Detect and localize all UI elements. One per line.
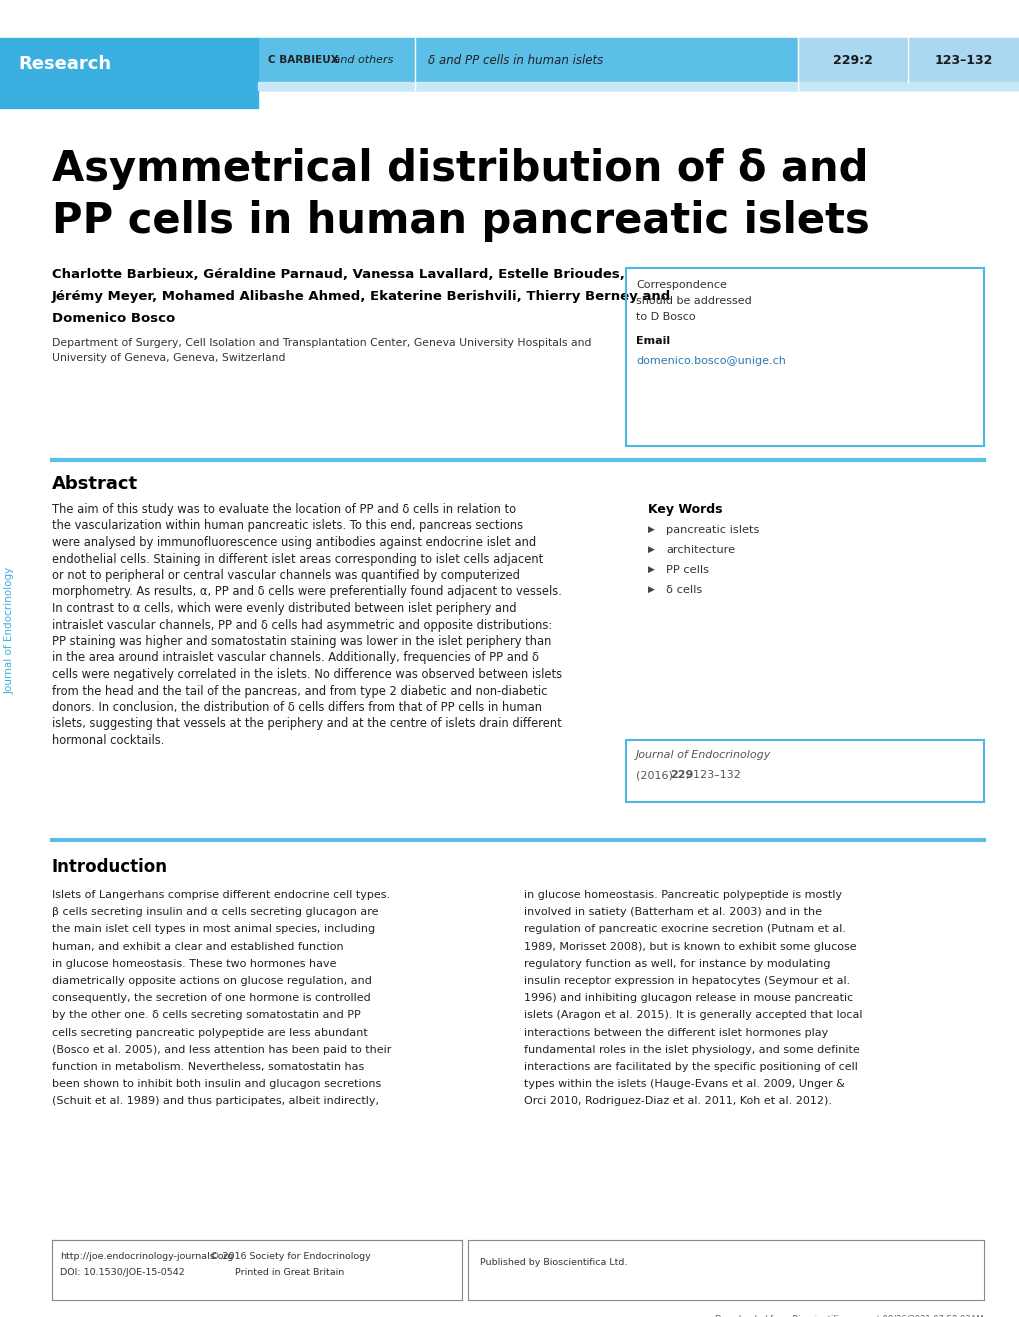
Text: by the other one. δ cells secreting somatostatin and PP: by the other one. δ cells secreting soma… bbox=[52, 1010, 361, 1021]
Text: Email: Email bbox=[636, 336, 669, 346]
Text: islets, suggesting that vessels at the periphery and at the centre of islets dra: islets, suggesting that vessels at the p… bbox=[52, 718, 561, 731]
Text: cells secreting pancreatic polypeptide are less abundant: cells secreting pancreatic polypeptide a… bbox=[52, 1027, 368, 1038]
Text: Charlotte Barbieux, Géraldine Parnaud, Vanessa Lavallard, Estelle Brioudes,: Charlotte Barbieux, Géraldine Parnaud, V… bbox=[52, 267, 625, 281]
Text: regulation of pancreatic exocrine secretion (Putnam et al.: regulation of pancreatic exocrine secret… bbox=[524, 925, 845, 934]
Text: ▶: ▶ bbox=[647, 525, 654, 533]
Text: been shown to inhibit both insulin and glucagon secretions: been shown to inhibit both insulin and g… bbox=[52, 1079, 381, 1089]
Text: (2016): (2016) bbox=[636, 770, 676, 780]
Text: interactions are facilitated by the specific positioning of cell: interactions are facilitated by the spec… bbox=[524, 1062, 857, 1072]
Text: pancreatic islets: pancreatic islets bbox=[665, 525, 758, 535]
Text: Printed in Great Britain: Printed in Great Britain bbox=[235, 1268, 344, 1277]
Text: the vascularization within human pancreatic islets. To this end, pancreas sectio: the vascularization within human pancrea… bbox=[52, 519, 523, 532]
Text: involved in satiety (Batterham et al. 2003) and in the: involved in satiety (Batterham et al. 20… bbox=[524, 907, 821, 917]
Text: Downloaded from Bioscientifica.com at 08/26/2021 07:58:03AM: Downloaded from Bioscientifica.com at 08… bbox=[714, 1314, 983, 1317]
Bar bbox=[258, 38, 797, 90]
Text: regulatory function as well, for instance by modulating: regulatory function as well, for instanc… bbox=[524, 959, 829, 969]
Text: Abstract: Abstract bbox=[52, 475, 138, 493]
Text: Orci 2010, Rodriguez-Diaz et al. 2011, Koh et al. 2012).: Orci 2010, Rodriguez-Diaz et al. 2011, K… bbox=[524, 1096, 832, 1106]
Text: C BARBIEUX: C BARBIEUX bbox=[268, 55, 338, 65]
Text: (Bosco et al. 2005), and less attention has been paid to their: (Bosco et al. 2005), and less attention … bbox=[52, 1044, 391, 1055]
Text: Research: Research bbox=[18, 55, 111, 72]
Text: domenico.bosco@unige.ch: domenico.bosco@unige.ch bbox=[636, 356, 785, 366]
Text: Asymmetrical distribution of δ and: Asymmetrical distribution of δ and bbox=[52, 148, 867, 190]
Text: intraislet vascular channels, PP and δ cells had asymmetric and opposite distrib: intraislet vascular channels, PP and δ c… bbox=[52, 619, 551, 631]
Text: Introduction: Introduction bbox=[52, 857, 168, 876]
Text: the main islet cell types in most animal species, including: the main islet cell types in most animal… bbox=[52, 925, 375, 934]
Text: β cells secreting insulin and α cells secreting glucagon are: β cells secreting insulin and α cells se… bbox=[52, 907, 378, 917]
Bar bbox=[258, 82, 1019, 90]
Text: interactions between the different islet hormones play: interactions between the different islet… bbox=[524, 1027, 827, 1038]
Text: ▶: ▶ bbox=[647, 565, 654, 574]
Text: © 2016 Society for Endocrinology: © 2016 Society for Endocrinology bbox=[210, 1252, 370, 1260]
Text: Journal of Endocrinology: Journal of Endocrinology bbox=[5, 566, 15, 694]
Bar bbox=[626, 267, 983, 446]
Text: hormonal cocktails.: hormonal cocktails. bbox=[52, 734, 164, 747]
Text: consequently, the secretion of one hormone is controlled: consequently, the secretion of one hormo… bbox=[52, 993, 370, 1004]
Text: were analysed by immunofluorescence using antibodies against endocrine islet and: were analysed by immunofluorescence usin… bbox=[52, 536, 536, 549]
Bar bbox=[0, 38, 258, 90]
Text: 1996) and inhibiting glucagon release in mouse pancreatic: 1996) and inhibiting glucagon release in… bbox=[524, 993, 853, 1004]
Text: 229:2: 229:2 bbox=[833, 54, 872, 66]
Bar bbox=[626, 740, 983, 802]
Text: PP cells in human pancreatic islets: PP cells in human pancreatic islets bbox=[52, 200, 869, 242]
Text: architecture: architecture bbox=[665, 545, 735, 554]
Text: from the head and the tail of the pancreas, and from type 2 diabetic and non-dia: from the head and the tail of the pancre… bbox=[52, 685, 547, 698]
Text: 1989, Morisset 2008), but is known to exhibit some glucose: 1989, Morisset 2008), but is known to ex… bbox=[524, 942, 856, 952]
Text: should be addressed: should be addressed bbox=[636, 296, 751, 306]
Bar bbox=[0, 90, 258, 108]
Text: fundamental roles in the islet physiology, and some definite: fundamental roles in the islet physiolog… bbox=[524, 1044, 859, 1055]
Text: Key Words: Key Words bbox=[647, 503, 721, 516]
Text: Journal of Endocrinology: Journal of Endocrinology bbox=[636, 749, 770, 760]
Bar bbox=[797, 38, 907, 90]
Text: in glucose homeostasis. Pancreatic polypeptide is mostly: in glucose homeostasis. Pancreatic polyp… bbox=[524, 890, 842, 900]
Text: and others: and others bbox=[330, 55, 393, 65]
Text: or not to peripheral or central vascular channels was quantified by computerized: or not to peripheral or central vascular… bbox=[52, 569, 520, 582]
Text: diametrically opposite actions on glucose regulation, and: diametrically opposite actions on glucos… bbox=[52, 976, 372, 986]
Text: , 123–132: , 123–132 bbox=[686, 770, 740, 780]
Text: PP staining was higher and somatostatin staining was lower in the islet peripher: PP staining was higher and somatostatin … bbox=[52, 635, 551, 648]
Text: types within the islets (Hauge-Evans et al. 2009, Unger &: types within the islets (Hauge-Evans et … bbox=[524, 1079, 844, 1089]
Text: in glucose homeostasis. These two hormones have: in glucose homeostasis. These two hormon… bbox=[52, 959, 336, 969]
Text: ▶: ▶ bbox=[647, 585, 654, 594]
Text: Domenico Bosco: Domenico Bosco bbox=[52, 312, 175, 325]
Text: cells were negatively correlated in the islets. No difference was observed betwe: cells were negatively correlated in the … bbox=[52, 668, 561, 681]
Text: Published by Bioscientifica Ltd.: Published by Bioscientifica Ltd. bbox=[480, 1258, 627, 1267]
Text: ▶: ▶ bbox=[647, 545, 654, 554]
Text: donors. In conclusion, the distribution of δ cells differs from that of PP cells: donors. In conclusion, the distribution … bbox=[52, 701, 541, 714]
Text: PP cells: PP cells bbox=[665, 565, 708, 576]
Text: DOI: 10.1530/JOE-15-0542: DOI: 10.1530/JOE-15-0542 bbox=[60, 1268, 184, 1277]
Text: 229: 229 bbox=[669, 770, 693, 780]
Text: University of Geneva, Geneva, Switzerland: University of Geneva, Geneva, Switzerlan… bbox=[52, 353, 285, 363]
Text: Department of Surgery, Cell Isolation and Transplantation Center, Geneva Univers: Department of Surgery, Cell Isolation an… bbox=[52, 338, 591, 348]
Text: morphometry. As results, α, PP and δ cells were preferentially found adjacent to: morphometry. As results, α, PP and δ cel… bbox=[52, 586, 561, 598]
Text: function in metabolism. Nevertheless, somatostatin has: function in metabolism. Nevertheless, so… bbox=[52, 1062, 364, 1072]
Text: endothelial cells. Staining in different islet areas corresponding to islet cell: endothelial cells. Staining in different… bbox=[52, 553, 543, 565]
Text: The aim of this study was to evaluate the location of PP and δ cells in relation: The aim of this study was to evaluate th… bbox=[52, 503, 516, 516]
Text: human, and exhibit a clear and established function: human, and exhibit a clear and establish… bbox=[52, 942, 343, 952]
Text: islets (Aragon et al. 2015). It is generally accepted that local: islets (Aragon et al. 2015). It is gener… bbox=[524, 1010, 862, 1021]
Text: Jérémy Meyer, Mohamed Alibashe Ahmed, Ekaterine Berishvili, Thierry Berney and: Jérémy Meyer, Mohamed Alibashe Ahmed, Ek… bbox=[52, 290, 671, 303]
Text: to D Bosco: to D Bosco bbox=[636, 312, 695, 321]
Text: in the area around intraislet vascular channels. Additionally, frequencies of PP: in the area around intraislet vascular c… bbox=[52, 652, 538, 665]
Text: Correspondence: Correspondence bbox=[636, 281, 727, 290]
Text: (Schuit et al. 1989) and thus participates, albeit indirectly,: (Schuit et al. 1989) and thus participat… bbox=[52, 1096, 379, 1106]
Text: In contrast to α cells, which were evenly distributed between islet periphery an: In contrast to α cells, which were evenl… bbox=[52, 602, 516, 615]
Text: δ and PP cells in human islets: δ and PP cells in human islets bbox=[428, 54, 602, 66]
Text: Islets of Langerhans comprise different endocrine cell types.: Islets of Langerhans comprise different … bbox=[52, 890, 389, 900]
Text: δ cells: δ cells bbox=[665, 585, 701, 595]
Text: 123–132: 123–132 bbox=[933, 54, 993, 66]
Text: insulin receptor expression in hepatocytes (Seymour et al.: insulin receptor expression in hepatocyt… bbox=[524, 976, 850, 986]
Text: http://joe.endocrinology-journals.org: http://joe.endocrinology-journals.org bbox=[60, 1252, 233, 1260]
Bar bbox=[907, 38, 1019, 90]
